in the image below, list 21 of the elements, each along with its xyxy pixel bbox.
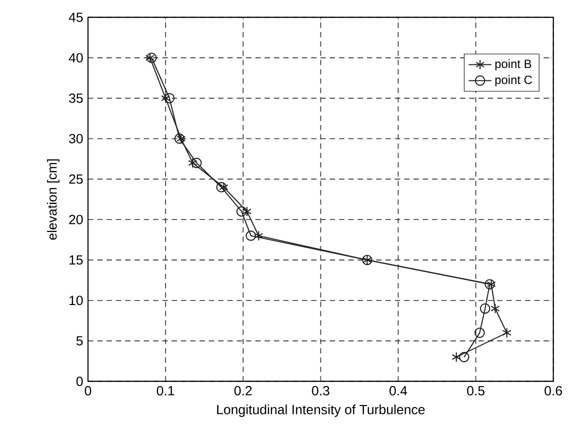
x-tick-label: 0.6 (544, 386, 562, 396)
y-tick-label: 25 (69, 174, 83, 184)
y-tick-label: 10 (70, 296, 83, 306)
y-tick-label: 35 (69, 94, 83, 103)
y-axis-title: elevation [cm] (47, 159, 60, 240)
y-tick-label: 15 (70, 255, 83, 265)
y-tick-label: 5 (76, 336, 83, 346)
y-tick-label: 45 (68, 12, 83, 22)
x-tick-label: 0.3 (312, 386, 330, 396)
x-axis-title: Longitudinal Intensity of Turbulence (217, 404, 425, 417)
y-tick-label: 20 (69, 214, 83, 224)
x-tick-label: 0 (84, 386, 92, 396)
x-tick-label: 0.4 (390, 386, 408, 396)
y-tick-label: 0 (76, 376, 83, 386)
y-tick-label: 40 (68, 53, 83, 62)
y-tick-label: 30 (69, 134, 83, 144)
legend-label: point B (495, 59, 532, 70)
legend-label: point C (495, 75, 532, 86)
x-tick-label: 0.1 (156, 386, 174, 396)
x-tick-label: 0.5 (467, 386, 484, 396)
x-tick-label: 0.2 (234, 386, 252, 396)
